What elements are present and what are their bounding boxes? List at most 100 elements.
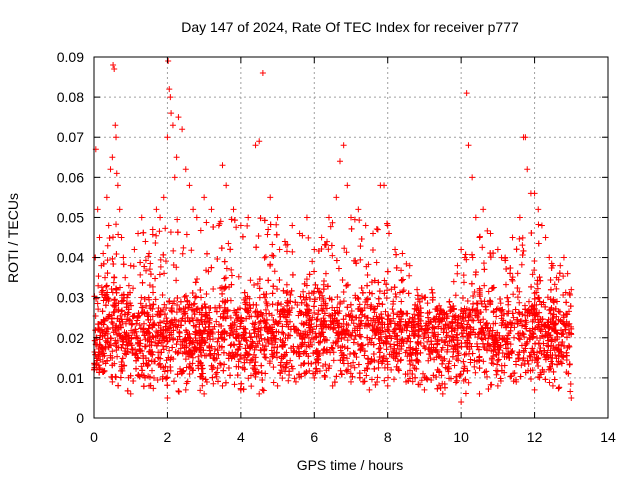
data-point (390, 301, 397, 308)
data-point (369, 322, 376, 329)
data-point (536, 298, 543, 305)
data-point (283, 248, 290, 255)
data-point (562, 289, 569, 296)
data-point (262, 343, 269, 350)
data-point (243, 338, 250, 345)
data-point (453, 355, 460, 362)
data-point (394, 358, 401, 365)
data-point (384, 287, 391, 294)
data-point (259, 342, 266, 349)
data-point (327, 223, 334, 230)
data-point (162, 225, 169, 232)
data-point (294, 326, 301, 333)
data-point (147, 260, 154, 267)
data-point (154, 376, 161, 383)
data-point (273, 221, 280, 228)
data-point (270, 252, 277, 259)
data-point (389, 306, 396, 313)
data-point (535, 221, 542, 228)
data-point (567, 291, 574, 298)
data-point (529, 271, 536, 278)
data-point (471, 289, 478, 296)
data-point (332, 310, 339, 317)
data-point (494, 357, 501, 364)
data-point (117, 312, 124, 319)
data-point (163, 315, 170, 322)
data-point (469, 254, 476, 261)
data-point (261, 354, 268, 361)
data-point (284, 288, 291, 295)
data-point (490, 360, 497, 367)
data-point (493, 371, 500, 378)
data-point (306, 343, 313, 350)
data-point (222, 274, 229, 281)
y-tick-label: 0.04 (57, 250, 84, 266)
data-point (547, 310, 554, 317)
data-point (465, 379, 472, 386)
data-point (264, 302, 271, 309)
data-point (159, 292, 166, 299)
data-point (398, 298, 405, 305)
data-point (94, 300, 101, 307)
data-point (438, 372, 445, 379)
data-point (164, 337, 171, 344)
data-point (334, 293, 341, 300)
x-tick-label: 8 (384, 429, 392, 445)
data-point (244, 341, 251, 348)
data-point (366, 289, 373, 296)
data-point (454, 270, 461, 277)
data-point (406, 272, 413, 279)
data-point (262, 253, 269, 260)
data-point (143, 267, 150, 274)
data-point (177, 345, 184, 352)
data-point (381, 377, 388, 384)
data-point (399, 288, 406, 295)
data-point (270, 364, 277, 371)
data-point (514, 294, 521, 301)
y-tick-label: 0.05 (57, 209, 84, 225)
data-point (104, 242, 111, 249)
data-point (381, 277, 388, 284)
data-point (319, 362, 326, 369)
data-point (104, 257, 111, 264)
data-point (493, 313, 500, 320)
data-point (352, 350, 359, 357)
data-point (161, 270, 168, 277)
data-point (358, 342, 365, 349)
grid-lines (94, 57, 608, 418)
data-point (485, 288, 492, 295)
data-point (157, 263, 164, 270)
data-point (285, 377, 292, 384)
data-point (405, 344, 412, 351)
data-point (265, 339, 272, 346)
data-point (269, 241, 276, 248)
data-point (300, 288, 307, 295)
data-point (261, 324, 268, 331)
data-point (303, 301, 310, 308)
data-point (387, 343, 394, 350)
data-point (305, 234, 312, 241)
data-point (325, 246, 332, 253)
data-point (409, 378, 416, 385)
data-point (156, 228, 163, 235)
data-point (122, 345, 129, 352)
data-point (474, 334, 481, 341)
data-point (195, 353, 202, 360)
data-point (210, 380, 217, 387)
data-point (291, 375, 298, 382)
data-point (251, 282, 258, 289)
data-point (534, 285, 541, 292)
data-point (484, 227, 491, 234)
data-point (390, 310, 397, 317)
data-point (480, 358, 487, 365)
data-point (364, 341, 371, 348)
data-point (564, 344, 571, 351)
x-tick-label: 12 (527, 429, 543, 445)
data-point (339, 276, 346, 283)
y-axis-label: ROTI / TECUs (5, 193, 21, 283)
data-point (357, 256, 364, 263)
data-point (399, 336, 406, 343)
data-point (316, 367, 323, 374)
data-point (445, 360, 452, 367)
data-point (354, 340, 361, 347)
